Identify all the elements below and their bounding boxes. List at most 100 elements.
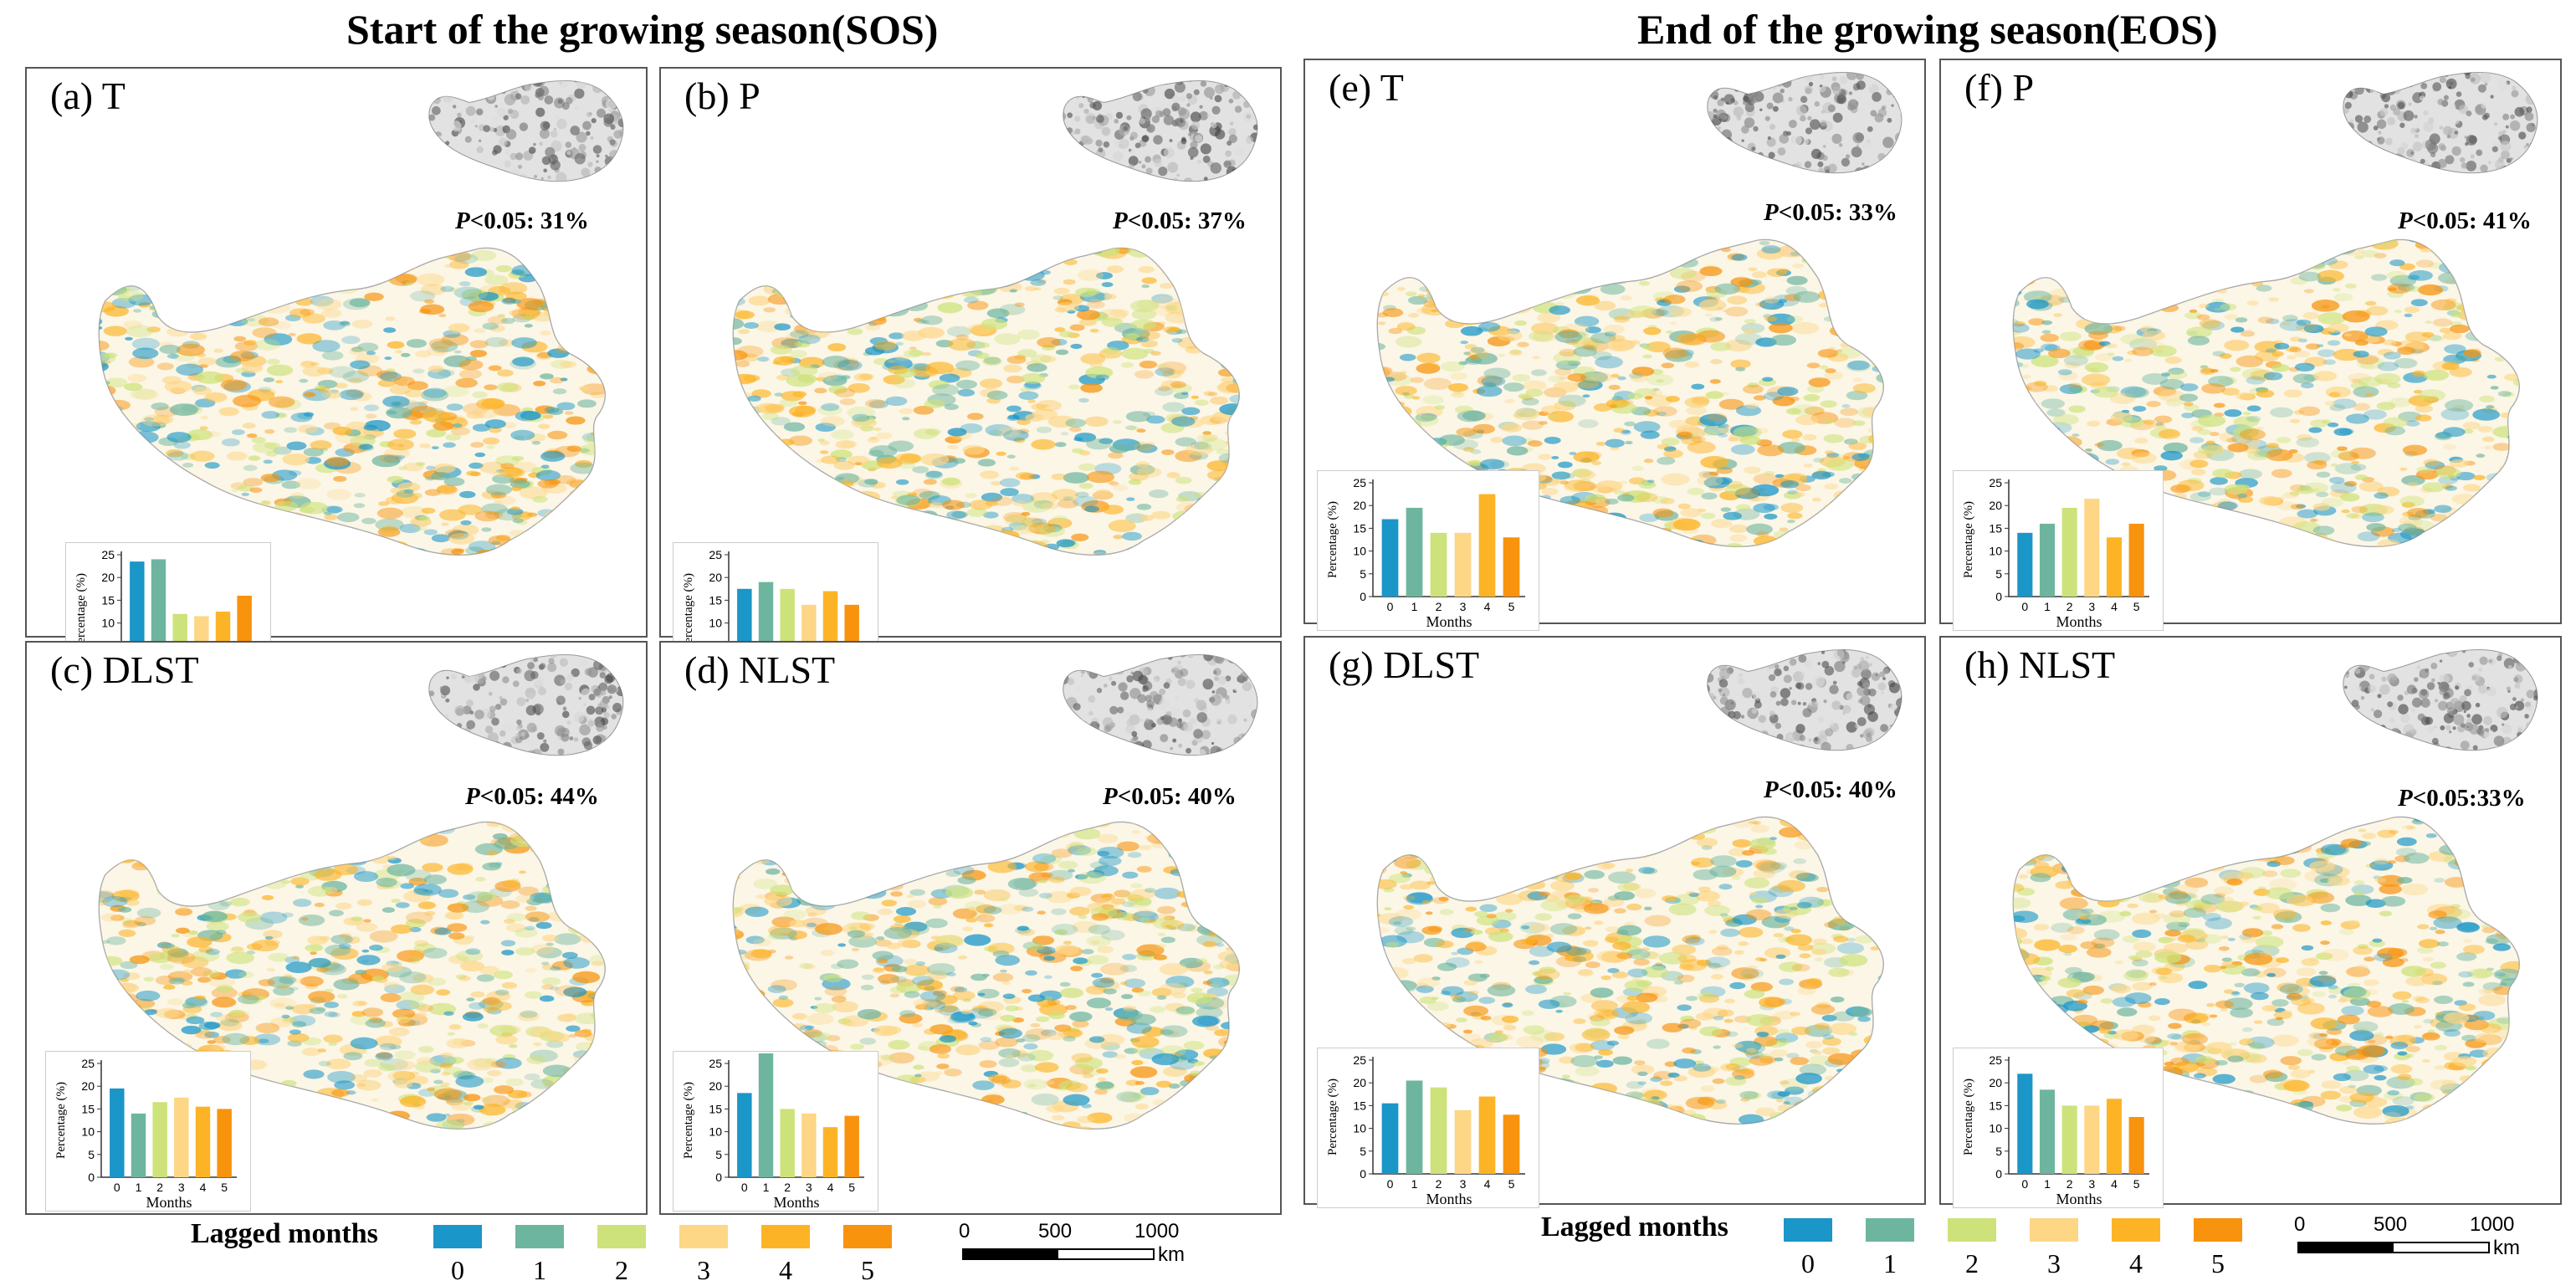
y-tick-label: 10 xyxy=(81,1125,95,1139)
legend-swatch-5 xyxy=(843,1225,892,1248)
lag-histogram: 0 5 10 15 20 25 0 1 2 3 4 5 Months Percentage (%) xyxy=(1326,476,1525,630)
x-tick-label: 4 xyxy=(2111,1177,2118,1191)
bar-lag-0 xyxy=(2017,1073,2033,1174)
bar-lag-4 xyxy=(822,1127,838,1177)
bar-lag-1 xyxy=(1406,507,1423,597)
y-axis-label: Percentage (%) xyxy=(682,1082,695,1159)
significance-label: P<0.05: 31% xyxy=(455,208,589,235)
x-tick-label: 1 xyxy=(2044,1177,2051,1191)
p-value: <0.05: 40% xyxy=(1117,783,1237,810)
bar-lag-5 xyxy=(1503,1114,1520,1174)
significance-label: P<0.05:33% xyxy=(2398,785,2526,812)
y-tick-label: 20 xyxy=(1989,1076,2002,1089)
main-map-wrapper xyxy=(694,194,1263,592)
y-tick-label: 10 xyxy=(1989,1122,2002,1135)
bar-lag-4 xyxy=(2106,537,2123,597)
y-axis-label: Percentage (%) xyxy=(54,1082,68,1159)
legend-swatch-4 xyxy=(761,1225,810,1248)
legend-label-5: 5 xyxy=(861,1255,874,1285)
y-tick-label: 25 xyxy=(101,548,115,561)
histogram-box: 0 5 10 15 20 25 0 1 2 3 4 5 Months Percentage (%) xyxy=(1317,470,1539,631)
x-axis-label: Months xyxy=(1426,613,1472,630)
legend-swatch-2 xyxy=(597,1225,646,1248)
x-tick-label: 1 xyxy=(763,1181,770,1194)
bar-lag-0 xyxy=(1381,1103,1399,1174)
p-symbol: P xyxy=(1764,199,1779,226)
significance-inset-map xyxy=(1707,648,1903,751)
main-map-wrapper xyxy=(1974,763,2543,1160)
bar-lag-0 xyxy=(2017,532,2033,597)
y-axis-label: Percentage (%) xyxy=(1326,501,1339,578)
x-tick-label: 5 xyxy=(2133,1177,2140,1191)
legend-label-2: 2 xyxy=(1965,1248,1979,1278)
inset-map-wrapper xyxy=(1056,70,1265,200)
significance-inset-map xyxy=(1707,71,1903,174)
y-tick-label: 25 xyxy=(81,1057,95,1070)
scale-tick-label: 1000 xyxy=(1134,1220,1180,1242)
panel-a: (a) TP<0.05: 31%0510152025012345MonthsPe… xyxy=(25,67,648,703)
significance-inset-map xyxy=(2343,648,2538,751)
bar-lag-2 xyxy=(780,1109,795,1177)
significance-inset-map xyxy=(428,653,624,756)
y-tick-label: 15 xyxy=(709,593,722,607)
y-tick-label: 15 xyxy=(709,1102,722,1115)
y-axis-label: Percentage (%) xyxy=(74,573,88,650)
bar-lag-1 xyxy=(2039,523,2056,597)
p-symbol: P xyxy=(1113,208,1128,234)
legend-label-3: 3 xyxy=(2047,1248,2061,1278)
panel-d: (d) NLST P<0.05: 40% 0 5 10 15 20 25 0 1 2 3 4 5 Month… xyxy=(659,641,1282,1215)
y-tick-label: 5 xyxy=(1360,567,1366,581)
x-tick-label: 2 xyxy=(784,1181,791,1194)
legend-label-0: 0 xyxy=(1801,1248,1815,1278)
x-axis-label: Months xyxy=(2056,1191,2102,1207)
y-tick-label: 25 xyxy=(709,548,722,561)
y-tick-label: 25 xyxy=(1353,476,1366,489)
significance-label: P<0.05: 40% xyxy=(1764,776,1897,804)
x-tick-label: 5 xyxy=(2133,600,2140,613)
significance-inset-map xyxy=(2343,71,2538,174)
y-tick-label: 5 xyxy=(88,1148,95,1161)
y-tick-label: 15 xyxy=(101,593,115,607)
legend-swatch-3 xyxy=(679,1225,728,1248)
bar-lag-0 xyxy=(1381,519,1399,597)
bar-lag-4 xyxy=(2106,1099,2123,1174)
panel-label: (f) P xyxy=(1964,66,2035,109)
bar-lag-4 xyxy=(195,1106,211,1177)
inset-map-wrapper xyxy=(2336,639,2545,769)
x-tick-label: 0 xyxy=(2021,1177,2028,1191)
bar-lag-1 xyxy=(131,1113,146,1177)
legend-title: Lagged months xyxy=(1541,1212,1728,1242)
p-symbol: P xyxy=(1764,776,1779,803)
bar-lag-2 xyxy=(2061,507,2077,597)
scale-tick-label: 500 xyxy=(2374,1213,2408,1236)
y-tick-label: 20 xyxy=(1989,499,2002,512)
significance-label: P<0.05: 40% xyxy=(1103,783,1237,811)
x-tick-label: 2 xyxy=(1436,600,1442,613)
lag-histogram: 0 5 10 15 20 25 0 1 2 3 4 5 Months Percentage (%) xyxy=(1962,476,2149,630)
bar-lag-3 xyxy=(801,1113,817,1177)
x-tick-label: 3 xyxy=(2088,600,2095,613)
x-tick-label: 5 xyxy=(1508,600,1515,613)
x-axis-label: Months xyxy=(773,1194,819,1211)
significance-label: P<0.05: 37% xyxy=(1113,208,1247,235)
y-tick-label: 25 xyxy=(709,1057,722,1070)
p-symbol: P xyxy=(2398,785,2413,812)
x-tick-label: 0 xyxy=(2021,600,2028,613)
y-tick-label: 0 xyxy=(1995,590,2002,603)
panel-label: (d) NLST xyxy=(684,648,836,691)
main-map-wrapper xyxy=(60,194,629,592)
x-axis-label: Months xyxy=(146,1194,192,1211)
x-tick-label: 4 xyxy=(1484,600,1491,613)
x-tick-label: 1 xyxy=(136,1181,142,1194)
scale-tick-label: 0 xyxy=(2294,1213,2306,1236)
scale-tick-label: 500 xyxy=(1038,1220,1073,1242)
histogram-box: 0 5 10 15 20 25 0 1 2 3 4 5 Months Percentage (%) xyxy=(1953,1048,2164,1208)
y-axis-label: Percentage (%) xyxy=(682,573,695,650)
inset-map-wrapper xyxy=(422,644,631,774)
histogram-box: 0 5 10 15 20 25 0 1 2 3 4 5 Months Percentage (%) xyxy=(1953,470,2164,631)
y-tick-label: 5 xyxy=(1995,1145,2002,1158)
x-tick-label: 3 xyxy=(1460,600,1467,613)
y-tick-label: 20 xyxy=(81,1079,95,1093)
x-tick-label: 3 xyxy=(2088,1177,2095,1191)
panel-h: (h) NLST P<0.05:33% 0 5 10 15 20 25 0 1 2 3 4 5 Months… xyxy=(1939,636,2562,1208)
